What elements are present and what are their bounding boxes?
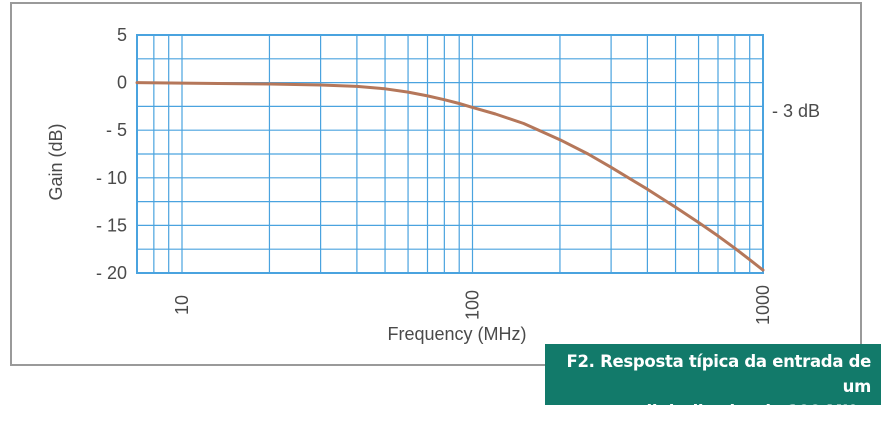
x-tick-labels: 10 100 1000 [172, 285, 773, 325]
x-tick-label: 10 [172, 295, 192, 315]
y-tick-label: - 15 [96, 215, 127, 235]
minus-3db-annotation: - 3 dB [772, 101, 820, 121]
series-layer [135, 81, 765, 272]
figure-frame [10, 2, 862, 366]
grid [137, 35, 763, 273]
y-tick-labels: 5 0 - 5 - 10 - 15 - 20 [96, 25, 127, 283]
y-tick-label: 0 [117, 73, 127, 93]
caption-line-2: digitalizador de 100 MHz. [640, 402, 871, 421]
figure-caption: F2. Resposta típica da entrada de um dig… [545, 344, 881, 421]
y-axis-label: Gain (dB) [46, 123, 66, 200]
frequency-response-chart: 5 0 - 5 - 10 - 15 - 20 10 100 1000 Gain (dB) Fr… [46, 25, 820, 344]
x-axis-label: Frequency (MHz) [387, 324, 526, 344]
x-tick-label: 100 [462, 290, 482, 320]
y-tick-label: 5 [117, 25, 127, 45]
y-tick-label: - 5 [106, 120, 127, 140]
gain-response-line [135, 81, 765, 272]
caption-line-1: F2. Resposta típica da entrada de um [566, 352, 872, 396]
x-tick-label: 1000 [753, 285, 773, 325]
y-tick-label: - 10 [96, 168, 127, 188]
plot-area [136, 34, 764, 274]
y-tick-label: - 20 [96, 263, 127, 283]
